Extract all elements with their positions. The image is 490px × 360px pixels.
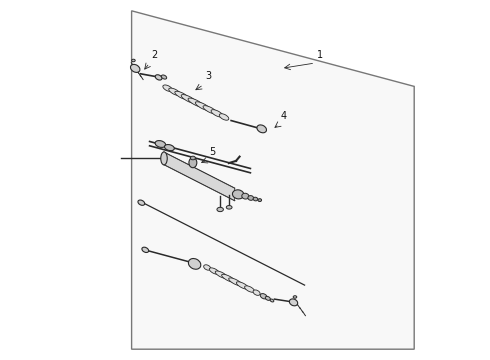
Ellipse shape <box>169 88 181 95</box>
Ellipse shape <box>220 114 229 120</box>
Ellipse shape <box>204 265 211 270</box>
Ellipse shape <box>242 193 249 199</box>
Ellipse shape <box>253 197 258 201</box>
Ellipse shape <box>229 278 242 286</box>
Ellipse shape <box>221 274 235 282</box>
Ellipse shape <box>203 105 217 114</box>
Text: 3: 3 <box>205 71 212 81</box>
Ellipse shape <box>138 200 145 205</box>
Text: 5: 5 <box>209 147 215 157</box>
Text: 2: 2 <box>151 50 158 60</box>
Ellipse shape <box>155 75 162 80</box>
Text: 4: 4 <box>281 111 287 121</box>
Ellipse shape <box>236 282 248 289</box>
Ellipse shape <box>232 190 244 199</box>
Ellipse shape <box>226 206 232 209</box>
Text: 1: 1 <box>317 50 323 60</box>
Polygon shape <box>164 152 235 201</box>
Ellipse shape <box>253 290 260 295</box>
Ellipse shape <box>130 64 140 72</box>
Ellipse shape <box>165 144 174 151</box>
Ellipse shape <box>161 152 167 165</box>
Ellipse shape <box>211 110 223 117</box>
Ellipse shape <box>245 286 254 292</box>
Ellipse shape <box>163 85 172 91</box>
Ellipse shape <box>190 156 196 160</box>
Ellipse shape <box>260 294 267 299</box>
Ellipse shape <box>155 140 166 148</box>
Ellipse shape <box>265 296 270 300</box>
Ellipse shape <box>270 299 274 302</box>
Ellipse shape <box>293 296 297 298</box>
Ellipse shape <box>258 199 262 202</box>
Ellipse shape <box>181 95 196 103</box>
Ellipse shape <box>196 102 210 111</box>
Ellipse shape <box>132 59 135 62</box>
Ellipse shape <box>209 268 219 274</box>
Ellipse shape <box>175 91 189 99</box>
Ellipse shape <box>217 207 223 212</box>
Ellipse shape <box>257 125 267 133</box>
Ellipse shape <box>215 271 227 278</box>
Ellipse shape <box>142 247 148 252</box>
Ellipse shape <box>188 98 204 107</box>
Polygon shape <box>132 11 414 349</box>
Ellipse shape <box>188 258 201 269</box>
Ellipse shape <box>248 195 254 200</box>
Ellipse shape <box>290 299 298 306</box>
Ellipse shape <box>161 75 167 79</box>
Ellipse shape <box>189 158 197 168</box>
